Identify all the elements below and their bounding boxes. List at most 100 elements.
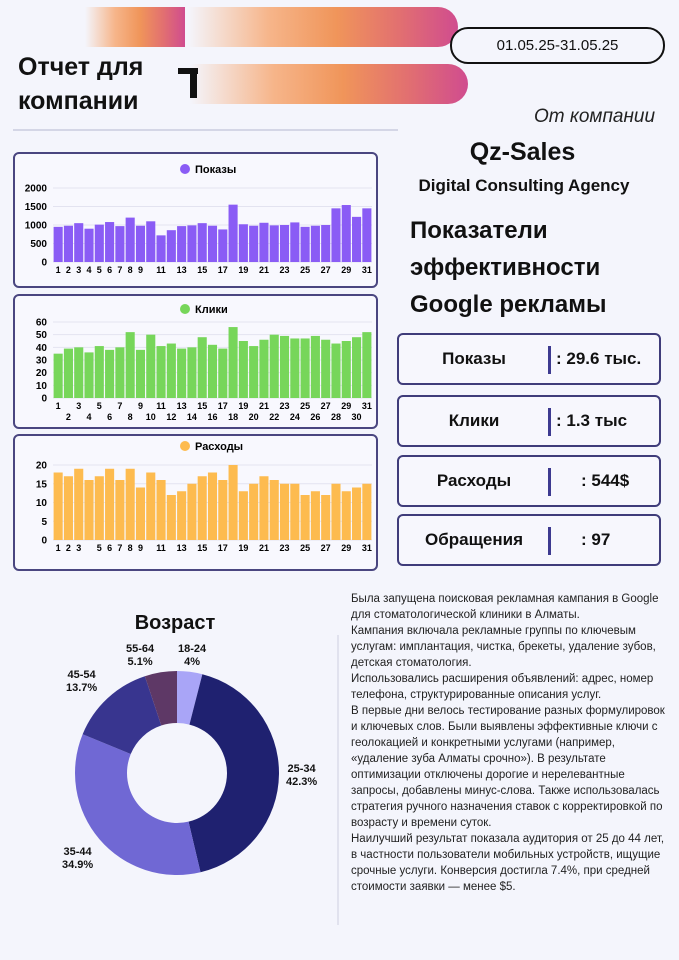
bar [115,480,125,540]
y-tick-label: 500 [30,239,47,250]
bar [218,229,228,262]
y-tick-label: 50 [36,330,48,341]
age-label-25-34: 25-34 42.3% [286,763,318,788]
legend-marker [180,441,190,451]
x-tick-label: 26 [310,412,320,422]
bar [63,225,73,262]
x-tick-label: 18 [228,412,238,422]
bar [321,225,331,262]
bar [352,216,362,262]
x-tick-label: 20 [249,412,259,422]
x-tick-label: 15 [197,265,207,275]
legend-label: Клики [195,304,228,316]
y-tick-label: 15 [36,479,48,490]
bar [146,221,156,262]
campaign-description: Была запущена поисковая рекламная кампан… [351,593,665,893]
x-tick-label: 24 [290,412,300,422]
bar [125,468,135,540]
bar [166,343,176,398]
bar [269,225,279,262]
x-tick-label: 9 [138,265,143,275]
x-tick-label: 11 [156,543,166,553]
x-tick-label: 7 [117,543,122,553]
divider [337,635,339,925]
x-tick-label: 3 [76,401,81,411]
age-chart-title: Возраст [134,612,216,634]
bar [94,346,104,398]
bar [177,491,187,540]
x-tick-label: 31 [362,265,372,275]
bar [105,468,115,540]
y-tick-label: 30 [36,356,48,367]
bar [207,225,218,262]
bar [166,230,176,262]
bar [187,347,197,398]
bar [53,472,63,540]
x-tick-label: 5 [97,401,102,411]
bar [74,223,84,262]
stat-separator [548,527,551,555]
bar [310,335,320,398]
bar [94,224,104,262]
stat-spend: Расходы : 544$ [397,455,661,507]
stat-value: : 1.3 тыс [556,411,628,430]
bar [74,347,84,398]
x-tick-label: 19 [238,265,248,275]
donut-slice-45-54 [82,676,162,755]
x-tick-label: 25 [300,265,310,275]
donut-slice-25-34 [188,674,280,873]
donut-slice-35-44 [75,734,201,875]
bar [331,208,341,262]
stat-value: : 97 [581,530,611,549]
spend-chart: Расходы 0 5 10 15 20 1 2 3 5 6 7 8 9 11 13 15 17 19 21 23 25 2… [13,434,378,571]
stat-value: : 544$ [581,471,630,490]
bar [63,476,73,540]
bar [177,226,187,262]
x-tick-label: 30 [352,412,362,422]
bar [290,338,300,398]
bar [125,217,135,262]
x-tick-label: 8 [128,543,133,553]
donut-slice-55-64 [144,671,177,726]
x-tick-label: 13 [177,543,187,553]
x-tick-label: 10 [146,412,156,422]
bar [135,487,146,540]
x-tick-label: 4 [87,412,92,422]
bar [228,465,238,540]
stat-separator [548,408,551,436]
x-tick-label: 29 [341,401,351,411]
bar [156,235,166,262]
bar [249,346,259,398]
bar [84,228,94,262]
bar [84,480,94,540]
bar [166,495,176,540]
bar [197,337,207,398]
x-tick-label: 11 [156,401,166,411]
bar [146,334,156,398]
agency-name: Digital Consulting Agency [418,176,630,195]
stat-label: Расходы [436,471,512,490]
bar [105,222,115,262]
bar [63,348,73,398]
x-tick-label: 6 [107,265,112,275]
y-tick-label: 5 [41,517,47,528]
x-tick-label: 2 [66,412,71,422]
x-tick-label: 21 [259,543,269,553]
bar [177,348,187,398]
x-tick-label: 27 [321,401,331,411]
y-tick-label: 40 [36,343,48,354]
bar [84,352,94,398]
bar [310,491,320,540]
age-label-55-64: 55-64 5.1% [126,643,155,668]
bar [279,335,290,398]
x-tick-label: 7 [117,401,122,411]
legend-label: Расходы [195,441,243,453]
bar [238,341,248,398]
x-tick-label: 5 [97,543,102,553]
bar [197,223,207,262]
bar [187,225,197,262]
x-tick-label: 19 [238,401,248,411]
bar [228,204,238,262]
bar [228,327,238,398]
legend-marker [180,164,190,174]
